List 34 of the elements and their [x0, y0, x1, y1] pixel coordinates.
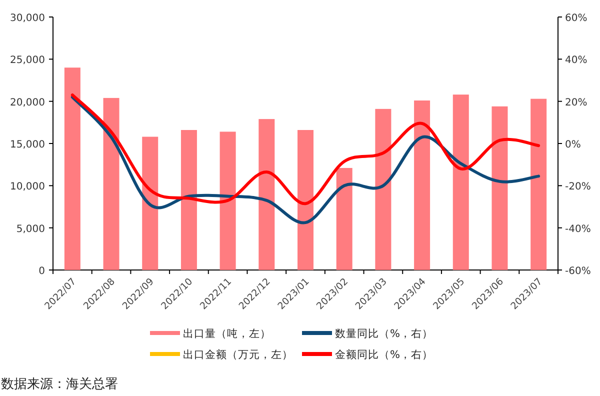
y2-tick-label: -40% [565, 224, 591, 235]
bar [492, 106, 508, 270]
bar [530, 98, 547, 270]
y2-tick-label: 40% [565, 55, 588, 66]
legend-label: 出口金额（万元，左） [183, 348, 293, 361]
line-series [70, 94, 540, 206]
y2-tick-label: -60% [565, 266, 591, 277]
bar [103, 98, 120, 270]
bar [336, 168, 352, 270]
y-tick-label: 20,000 [10, 97, 45, 108]
y2-tick-label: 60% [565, 13, 588, 24]
bar [180, 130, 197, 270]
bar [64, 68, 80, 270]
bar [142, 136, 158, 270]
legend-label: 金额同比（%，右） [335, 348, 433, 361]
y-tick-label: 5,000 [16, 224, 45, 235]
y-tick-label: 30,000 [10, 13, 45, 24]
y2-tick-label: 20% [565, 97, 588, 108]
line-series [70, 96, 540, 224]
legend-label: 出口量（吨，左） [183, 327, 271, 340]
legend-label: 数量同比（%，右） [335, 327, 433, 340]
bar [258, 119, 275, 270]
bar [298, 130, 314, 270]
y2-tick-label: -20% [565, 182, 591, 193]
y-tick-label: 10,000 [10, 182, 45, 193]
bar [452, 94, 469, 270]
bar [220, 132, 236, 270]
y-tick-label: 0 [38, 266, 45, 277]
bar [375, 108, 392, 270]
source-note: 数据来源：海关总署 [1, 377, 118, 392]
y-tick-label: 15,000 [10, 140, 45, 150]
y-tick-label: 25,000 [10, 55, 45, 66]
y2-tick-label: 0% [565, 140, 581, 150]
bar [414, 100, 430, 270]
